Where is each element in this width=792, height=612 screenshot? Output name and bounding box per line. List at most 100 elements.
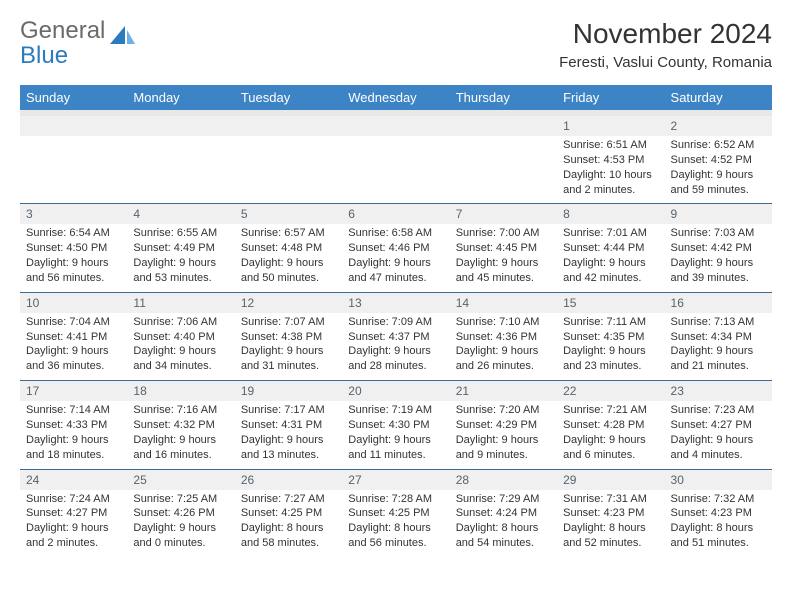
day-detail-cell: Sunrise: 7:19 AMSunset: 4:30 PMDaylight:… [342,401,449,469]
weekday-cell: Tuesday [235,85,342,113]
day-detail-cell [235,136,342,204]
title-block: November 2024 Feresti, Vaslui County, Ro… [559,18,772,71]
day-number-cell: 6 [342,204,449,225]
day-number-cell: 12 [235,292,342,313]
day-detail-cell: Sunrise: 6:57 AMSunset: 4:48 PMDaylight:… [235,224,342,292]
day-number-row: 12 [20,113,772,136]
day-detail-cell: Sunrise: 7:06 AMSunset: 4:40 PMDaylight:… [127,313,234,381]
calendar-table: Sunday Monday Tuesday Wednesday Thursday… [20,85,772,557]
day-number-cell: 28 [450,469,557,490]
day-detail-row: Sunrise: 6:54 AMSunset: 4:50 PMDaylight:… [20,224,772,292]
calendar-body: 12Sunrise: 6:51 AMSunset: 4:53 PMDayligh… [20,113,772,557]
day-detail-row: Sunrise: 7:04 AMSunset: 4:41 PMDaylight:… [20,313,772,381]
day-number-cell: 20 [342,381,449,402]
day-detail-row: Sunrise: 7:24 AMSunset: 4:27 PMDaylight:… [20,490,772,557]
day-detail-cell: Sunrise: 7:00 AMSunset: 4:45 PMDaylight:… [450,224,557,292]
day-number-cell [20,113,127,136]
day-number-cell [450,113,557,136]
day-number-cell: 22 [557,381,664,402]
day-number-cell: 4 [127,204,234,225]
day-number-cell [127,113,234,136]
day-number-cell: 21 [450,381,557,402]
day-number-cell: 2 [665,113,772,136]
day-detail-row: Sunrise: 6:51 AMSunset: 4:53 PMDaylight:… [20,136,772,204]
day-number-cell: 1 [557,113,664,136]
weekday-cell: Friday [557,85,664,113]
day-detail-cell: Sunrise: 7:03 AMSunset: 4:42 PMDaylight:… [665,224,772,292]
day-number-cell [235,113,342,136]
day-number-cell: 8 [557,204,664,225]
day-detail-cell: Sunrise: 7:32 AMSunset: 4:23 PMDaylight:… [665,490,772,557]
day-detail-cell: Sunrise: 7:07 AMSunset: 4:38 PMDaylight:… [235,313,342,381]
day-number-cell: 27 [342,469,449,490]
day-detail-cell: Sunrise: 7:31 AMSunset: 4:23 PMDaylight:… [557,490,664,557]
day-number-cell: 23 [665,381,772,402]
day-detail-cell: Sunrise: 7:09 AMSunset: 4:37 PMDaylight:… [342,313,449,381]
day-number-cell: 30 [665,469,772,490]
day-number-cell: 18 [127,381,234,402]
day-number-cell: 16 [665,292,772,313]
weekday-cell: Saturday [665,85,772,113]
brand-text-gray: General [20,17,105,44]
day-detail-cell [127,136,234,204]
day-number-cell: 17 [20,381,127,402]
day-number-cell: 26 [235,469,342,490]
day-detail-cell [20,136,127,204]
day-number-cell: 13 [342,292,449,313]
day-detail-cell: Sunrise: 7:29 AMSunset: 4:24 PMDaylight:… [450,490,557,557]
day-detail-cell [342,136,449,204]
day-number-cell: 24 [20,469,127,490]
day-detail-cell: Sunrise: 7:28 AMSunset: 4:25 PMDaylight:… [342,490,449,557]
day-number-row: 17181920212223 [20,381,772,402]
day-detail-cell: Sunrise: 6:55 AMSunset: 4:49 PMDaylight:… [127,224,234,292]
day-number-row: 3456789 [20,204,772,225]
weekday-cell: Monday [127,85,234,113]
day-number-cell: 25 [127,469,234,490]
brand-text-blue: Blue [20,42,68,69]
day-detail-cell: Sunrise: 7:13 AMSunset: 4:34 PMDaylight:… [665,313,772,381]
brand-logo: General Blue [20,18,137,68]
day-detail-cell: Sunrise: 7:04 AMSunset: 4:41 PMDaylight:… [20,313,127,381]
weekday-cell: Sunday [20,85,127,113]
weekday-cell: Thursday [450,85,557,113]
day-number-cell: 14 [450,292,557,313]
brand-text: General Blue [20,18,105,68]
day-number-row: 24252627282930 [20,469,772,490]
day-detail-cell: Sunrise: 6:54 AMSunset: 4:50 PMDaylight:… [20,224,127,292]
day-detail-cell: Sunrise: 6:52 AMSunset: 4:52 PMDaylight:… [665,136,772,204]
day-number-row: 10111213141516 [20,292,772,313]
day-detail-cell: Sunrise: 7:16 AMSunset: 4:32 PMDaylight:… [127,401,234,469]
day-number-cell [342,113,449,136]
day-number-cell: 9 [665,204,772,225]
day-detail-cell: Sunrise: 7:20 AMSunset: 4:29 PMDaylight:… [450,401,557,469]
day-detail-cell: Sunrise: 7:27 AMSunset: 4:25 PMDaylight:… [235,490,342,557]
day-detail-cell: Sunrise: 7:17 AMSunset: 4:31 PMDaylight:… [235,401,342,469]
sail-icon [107,22,137,52]
location-text: Feresti, Vaslui County, Romania [559,54,772,71]
day-detail-cell: Sunrise: 7:23 AMSunset: 4:27 PMDaylight:… [665,401,772,469]
day-detail-cell: Sunrise: 7:21 AMSunset: 4:28 PMDaylight:… [557,401,664,469]
day-number-cell: 5 [235,204,342,225]
month-title: November 2024 [559,18,772,50]
day-detail-cell: Sunrise: 7:24 AMSunset: 4:27 PMDaylight:… [20,490,127,557]
day-number-cell: 19 [235,381,342,402]
weekday-row: Sunday Monday Tuesday Wednesday Thursday… [20,85,772,113]
day-detail-cell: Sunrise: 7:10 AMSunset: 4:36 PMDaylight:… [450,313,557,381]
day-number-cell: 29 [557,469,664,490]
day-number-cell: 7 [450,204,557,225]
day-detail-cell: Sunrise: 6:51 AMSunset: 4:53 PMDaylight:… [557,136,664,204]
day-number-cell: 10 [20,292,127,313]
day-detail-cell: Sunrise: 7:11 AMSunset: 4:35 PMDaylight:… [557,313,664,381]
day-number-cell: 3 [20,204,127,225]
day-detail-cell: Sunrise: 6:58 AMSunset: 4:46 PMDaylight:… [342,224,449,292]
day-detail-cell: Sunrise: 7:25 AMSunset: 4:26 PMDaylight:… [127,490,234,557]
day-detail-row: Sunrise: 7:14 AMSunset: 4:33 PMDaylight:… [20,401,772,469]
day-number-cell: 11 [127,292,234,313]
page-header: General Blue November 2024 Feresti, Vasl… [20,18,772,71]
day-detail-cell [450,136,557,204]
day-detail-cell: Sunrise: 7:01 AMSunset: 4:44 PMDaylight:… [557,224,664,292]
weekday-cell: Wednesday [342,85,449,113]
calendar-head: Sunday Monday Tuesday Wednesday Thursday… [20,85,772,113]
day-number-cell: 15 [557,292,664,313]
day-detail-cell: Sunrise: 7:14 AMSunset: 4:33 PMDaylight:… [20,401,127,469]
